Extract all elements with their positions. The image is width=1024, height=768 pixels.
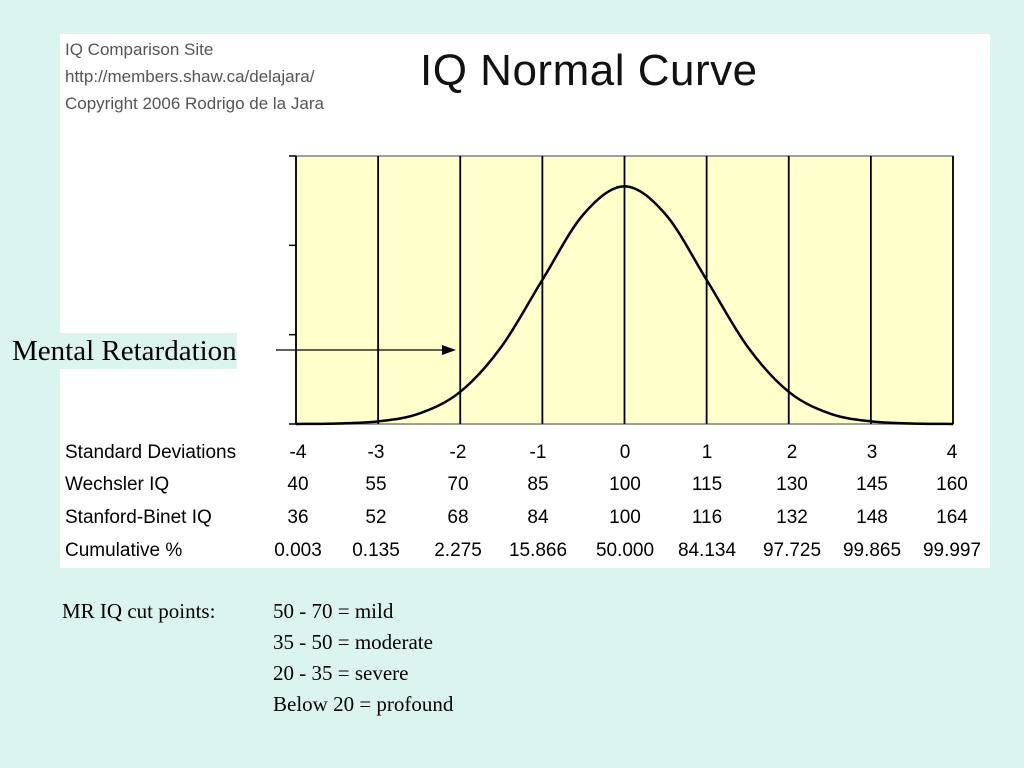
table-cell: 55 — [365, 474, 387, 495]
table-cell: 100 — [609, 507, 641, 528]
table-cell: 40 — [287, 474, 309, 495]
row-label: Wechsler IQ — [65, 474, 170, 495]
row-label: Standard Deviations — [65, 442, 237, 463]
table-cell: 68 — [447, 507, 469, 528]
site-name: IQ Comparison Site — [65, 40, 214, 59]
table-cell: 116 — [691, 507, 723, 528]
normal-curve-line — [295, 185, 954, 426]
table-cell: 132 — [776, 507, 808, 528]
table-cell: -2 — [449, 442, 467, 463]
annotation-arrow-head — [442, 345, 456, 355]
cut-point-line: 20 - 35 = severe — [273, 661, 409, 685]
table-cell: 0.135 — [352, 540, 400, 561]
table-cell: 70 — [447, 474, 469, 495]
table-cell: 15.866 — [508, 540, 568, 561]
table-cell: 130 — [776, 474, 808, 495]
table-cell: 84 — [527, 507, 549, 528]
table-cell: 50.000 — [595, 540, 655, 561]
table-cell: 145 — [856, 474, 888, 495]
table-cell: 99.865 — [842, 540, 902, 561]
table-cell: 4 — [946, 442, 958, 463]
cut-point-line: 35 - 50 = moderate — [273, 630, 433, 654]
table-cell: 84.134 — [677, 540, 737, 561]
site-url: http://members.shaw.ca/delajara/ — [65, 67, 315, 86]
table-cell: -1 — [529, 442, 547, 463]
table-cell: 100 — [609, 474, 641, 495]
table-cell: 2.275 — [434, 540, 482, 561]
chart-title: IQ Normal Curve — [420, 46, 758, 95]
table-cell: 85 — [527, 474, 549, 495]
table-cell: 99.997 — [922, 540, 982, 561]
copyright-notice: Copyright 2006 Rodrigo de la Jara — [65, 94, 324, 113]
cut-points-title: MR IQ cut points: — [62, 599, 216, 623]
mental-retardation-label: Mental Retardation — [12, 333, 237, 369]
table-cell: 148 — [856, 507, 888, 528]
table-cell: 3 — [866, 442, 878, 463]
table-cell: 97.725 — [762, 540, 822, 561]
cut-point-line: Below 20 = profound — [273, 692, 454, 716]
table-cell: 160 — [936, 474, 968, 495]
row-label: Stanford-Binet IQ — [65, 507, 212, 528]
row-label: Cumulative % — [65, 540, 183, 561]
table-cell: 0.003 — [274, 540, 322, 561]
table-cell: 164 — [936, 507, 968, 528]
table-cell: 115 — [691, 474, 723, 495]
table-cell: 52 — [365, 507, 387, 528]
table-cell: 1 — [701, 442, 713, 463]
table-cell: 36 — [287, 507, 309, 528]
table-cell: 2 — [786, 442, 798, 463]
table-cell: 0 — [619, 442, 631, 463]
cut-point-line: 50 - 70 = mild — [273, 599, 394, 623]
table-cell: -3 — [367, 442, 385, 463]
table-cell: -4 — [289, 442, 307, 463]
